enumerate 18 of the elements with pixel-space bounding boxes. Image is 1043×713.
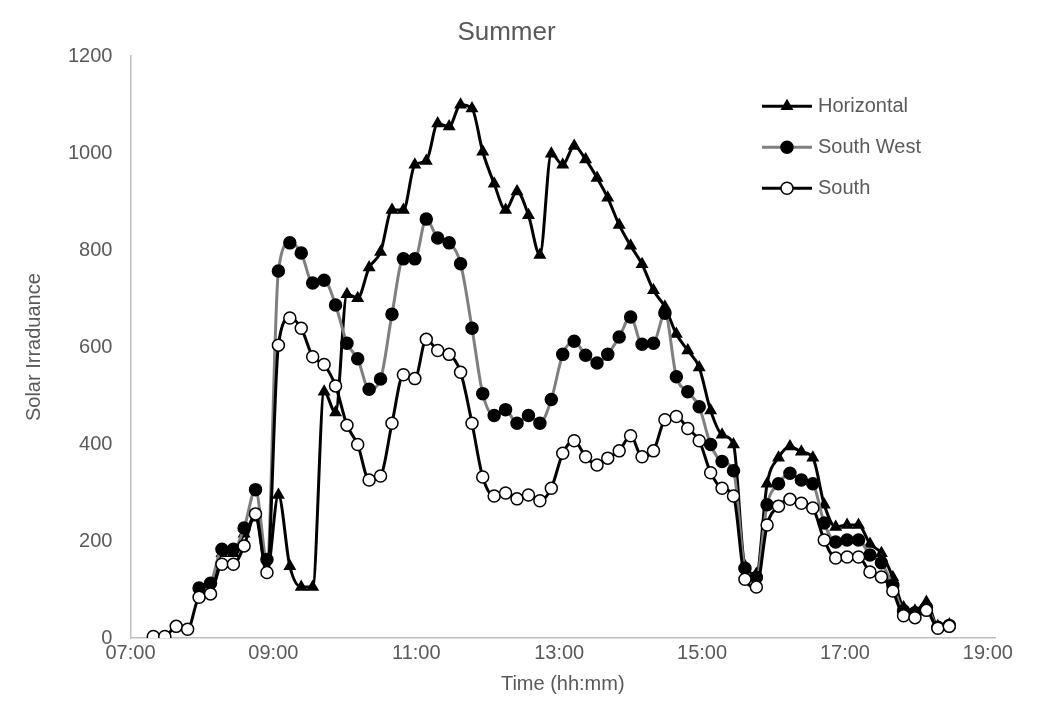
x-tick-label: 15:00 xyxy=(677,640,728,663)
legend-label: South xyxy=(817,175,871,198)
y-axis-title: Solar Irraduance xyxy=(21,273,44,422)
x-tick-label: 13:00 xyxy=(534,640,585,663)
x-tick-label: 17:00 xyxy=(819,640,870,663)
y-tick-label: 1200 xyxy=(67,43,113,66)
y-tick-label: 400 xyxy=(79,431,113,454)
y-tick-label: 1000 xyxy=(67,140,113,163)
legend-label: Horizontal xyxy=(817,93,909,116)
x-tick-label: 09:00 xyxy=(248,640,299,663)
y-tick-label: 800 xyxy=(79,237,113,260)
chart-title: Summer xyxy=(457,15,556,46)
y-tick-label: 200 xyxy=(79,528,113,551)
x-tick-label: 19:00 xyxy=(962,640,1013,663)
x-axis-title: Time (hh:mm) xyxy=(500,671,625,694)
legend-label: South West xyxy=(817,134,922,157)
y-tick-label: 600 xyxy=(79,334,113,357)
x-tick-label: 11:00 xyxy=(391,640,441,663)
